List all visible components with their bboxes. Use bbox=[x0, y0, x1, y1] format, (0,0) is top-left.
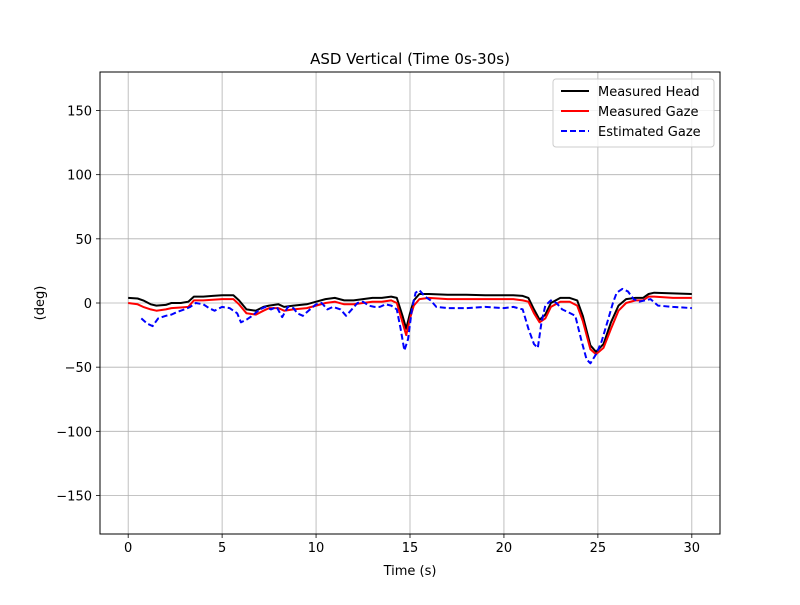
x-tick-label: 25 bbox=[590, 541, 607, 556]
y-tick-label: 50 bbox=[75, 233, 92, 248]
x-axis-label: Time (s) bbox=[383, 564, 437, 579]
series-group bbox=[128, 287, 692, 365]
series-line-measured-head bbox=[128, 291, 692, 353]
x-tick-label: 30 bbox=[684, 541, 701, 556]
y-tick-label: 0 bbox=[84, 297, 92, 312]
x-tick-label: 20 bbox=[496, 541, 513, 556]
grid bbox=[100, 72, 720, 534]
x-tick-label: 5 bbox=[218, 541, 226, 556]
series-line-measured-gaze bbox=[128, 295, 692, 356]
y-tick-label: −150 bbox=[56, 490, 92, 505]
y-axis-label: (deg) bbox=[33, 286, 48, 321]
series-line-estimated-gaze bbox=[140, 287, 692, 365]
chart-title: ASD Vertical (Time 0s-30s) bbox=[310, 50, 510, 68]
x-tick-label: 10 bbox=[308, 541, 325, 556]
legend-label-measured-gaze: Measured Gaze bbox=[598, 105, 699, 120]
y-tick-label: −50 bbox=[65, 361, 92, 376]
legend-box bbox=[552, 78, 715, 148]
y-tick-label: 100 bbox=[67, 169, 92, 184]
legend: Measured Head Measured Gaze Estimated Ga… bbox=[552, 78, 715, 148]
ticks: 0 5 10 15 20 25 30 −150 −100 −50 0 50 100 150 bbox=[56, 105, 700, 557]
x-tick-label: 15 bbox=[402, 541, 419, 556]
legend-label-measured-head: Measured Head bbox=[598, 85, 700, 100]
legend-label-estimated-gaze: Estimated Gaze bbox=[598, 125, 701, 140]
y-tick-label: −100 bbox=[56, 425, 92, 440]
y-tick-label: 150 bbox=[67, 105, 92, 120]
x-tick-label: 0 bbox=[124, 541, 132, 556]
